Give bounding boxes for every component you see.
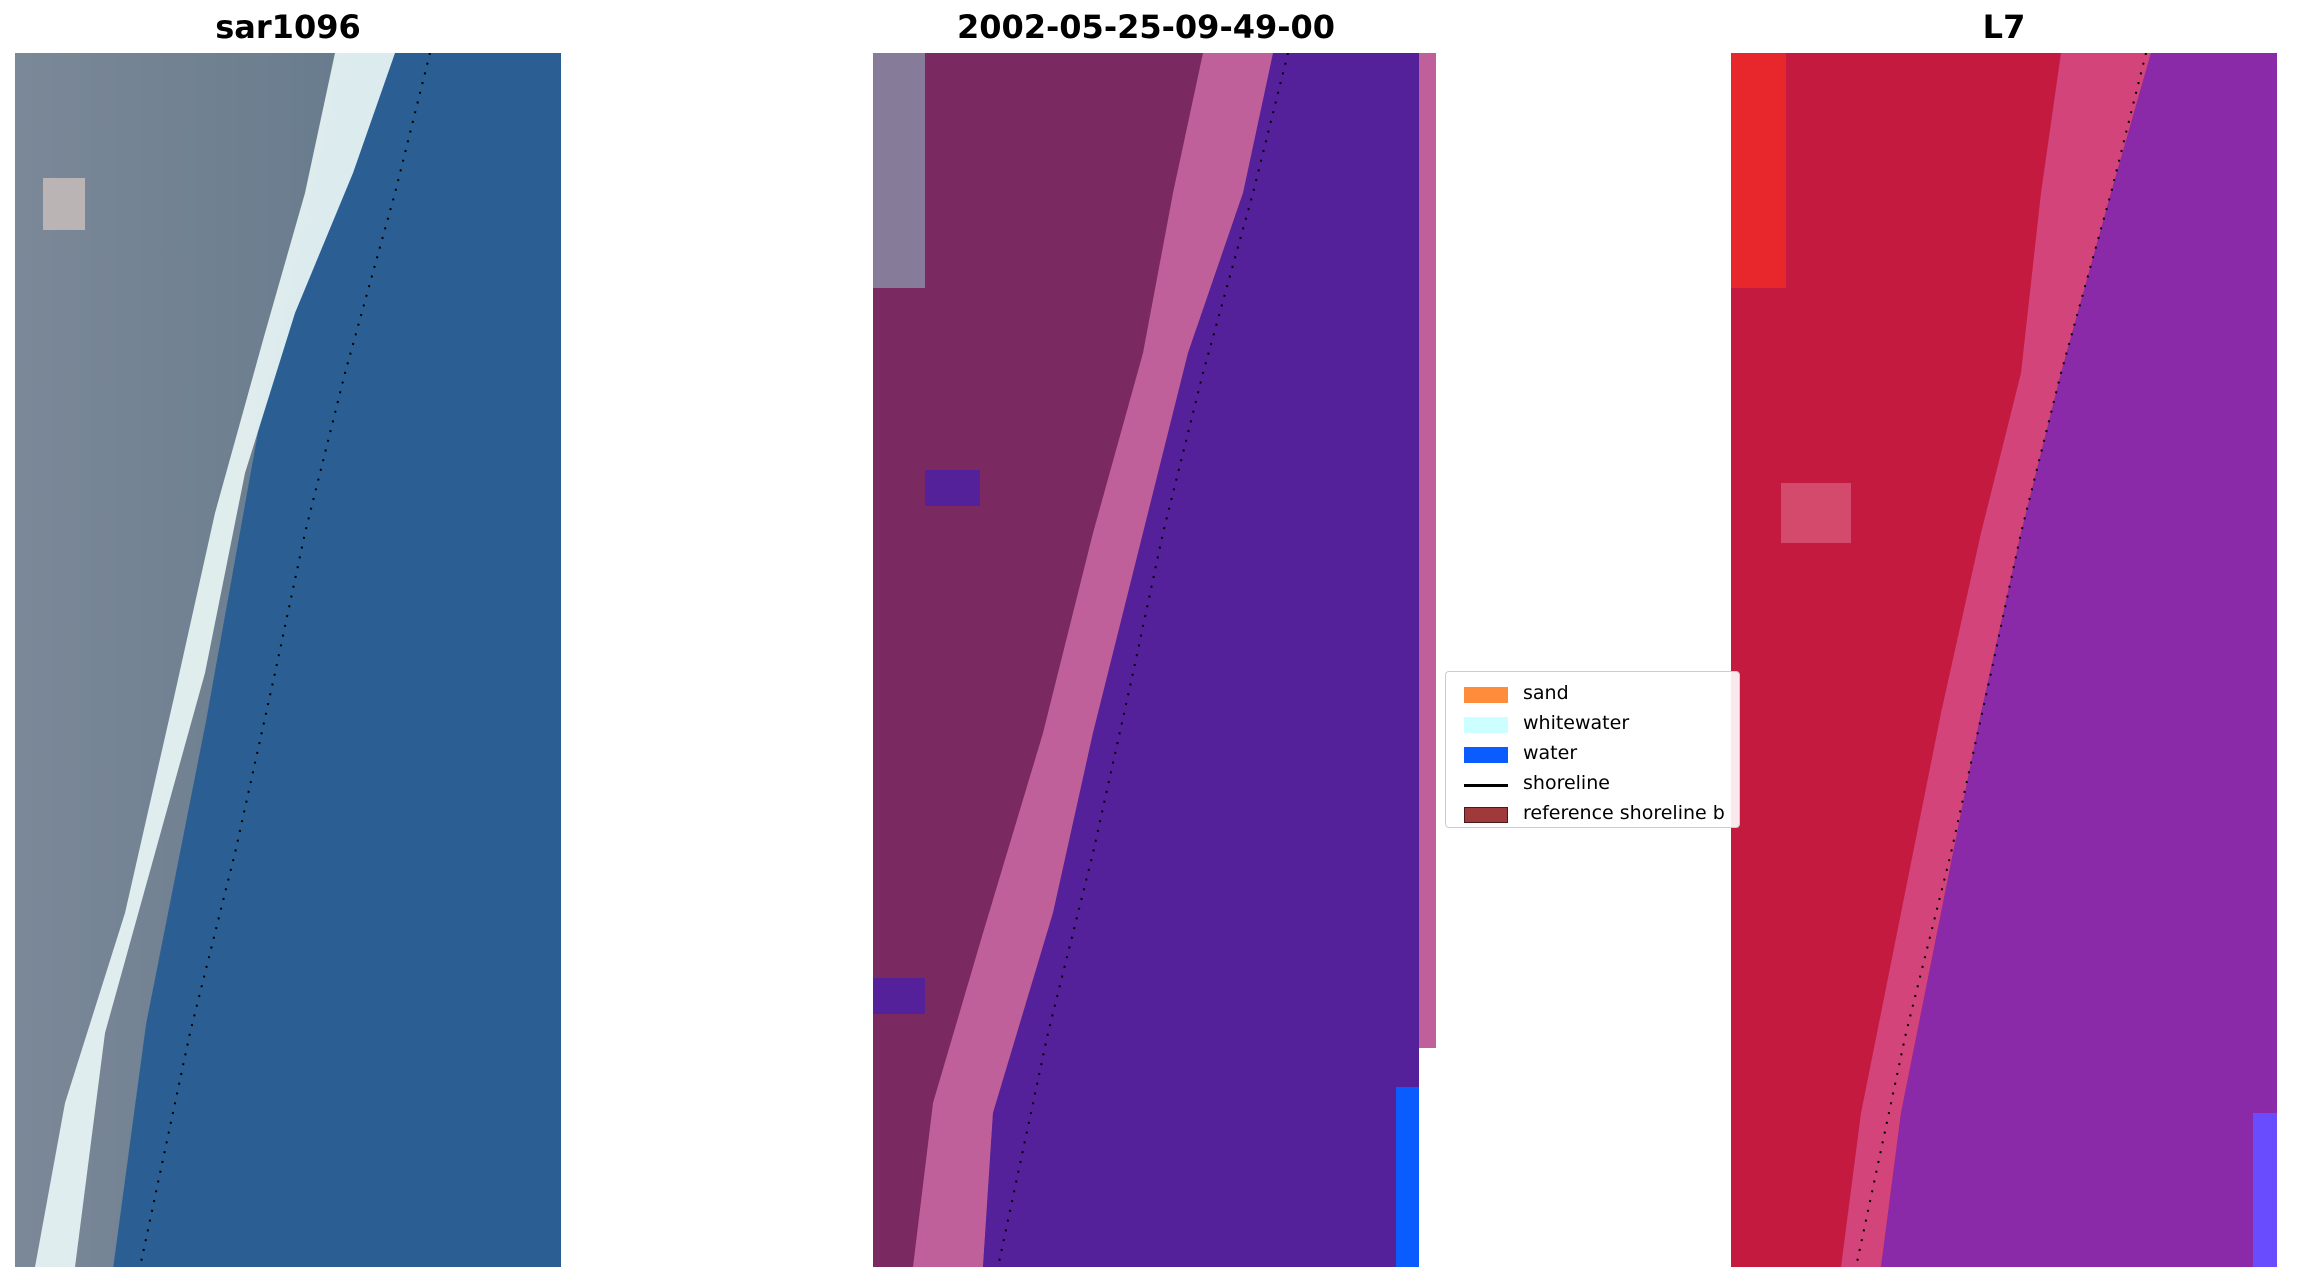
rgb-image-panel: [15, 53, 561, 1267]
class-right-strip: [1419, 53, 1436, 1048]
whitewater-swatch: [1464, 717, 1508, 733]
water-swatch: [1464, 747, 1508, 763]
reference-shoreline-swatch: [1464, 807, 1508, 823]
class-water-area: [983, 53, 1419, 1267]
legend-item-sand: sand: [1456, 680, 1739, 710]
sand-swatch: [1464, 687, 1508, 703]
legend-label-water: water: [1523, 742, 1578, 764]
ndwi-blue-pixels: [2253, 1113, 2277, 1267]
legend: sand whitewater water shoreline referenc…: [1445, 671, 1740, 828]
class-sand-band: [913, 53, 1283, 1267]
rgb-sand-strip: [35, 53, 395, 1267]
legend-item-water: water: [1456, 740, 1739, 770]
ndwi-water-area: [1881, 53, 2277, 1267]
ndwi-panel: [1731, 53, 2277, 1267]
panel-title-classification: 2002-05-25-09-49-00: [956, 8, 1336, 46]
class-water-edge-pixel: [1396, 1087, 1419, 1267]
classification-panel: [873, 53, 1419, 1267]
panel-title-rgb: sar1096: [215, 8, 361, 46]
class-gray-pixels: [873, 53, 925, 288]
panel-title-ndwi: L7: [1982, 8, 2026, 46]
ndwi-transition: [1841, 53, 2151, 1267]
legend-label-whitewater: whitewater: [1523, 712, 1630, 734]
legend-label-sand: sand: [1523, 682, 1569, 704]
legend-label-shoreline: shoreline: [1523, 772, 1610, 794]
ndwi-bright-pixels: [1731, 53, 1786, 288]
ndwi-pink-patch: [1781, 483, 1851, 543]
class-purple-pixel: [925, 470, 980, 506]
class-purple-pixel-2: [873, 978, 925, 1014]
legend-item-shoreline: shoreline: [1456, 770, 1739, 800]
legend-label-reference-shoreline: reference shoreline b: [1523, 802, 1725, 824]
legend-item-reference-shoreline: reference shoreline b: [1456, 800, 1739, 827]
legend-item-whitewater: whitewater: [1456, 710, 1739, 740]
rgb-land-highlight: [43, 178, 85, 230]
shoreline-line-icon: [1464, 784, 1508, 787]
